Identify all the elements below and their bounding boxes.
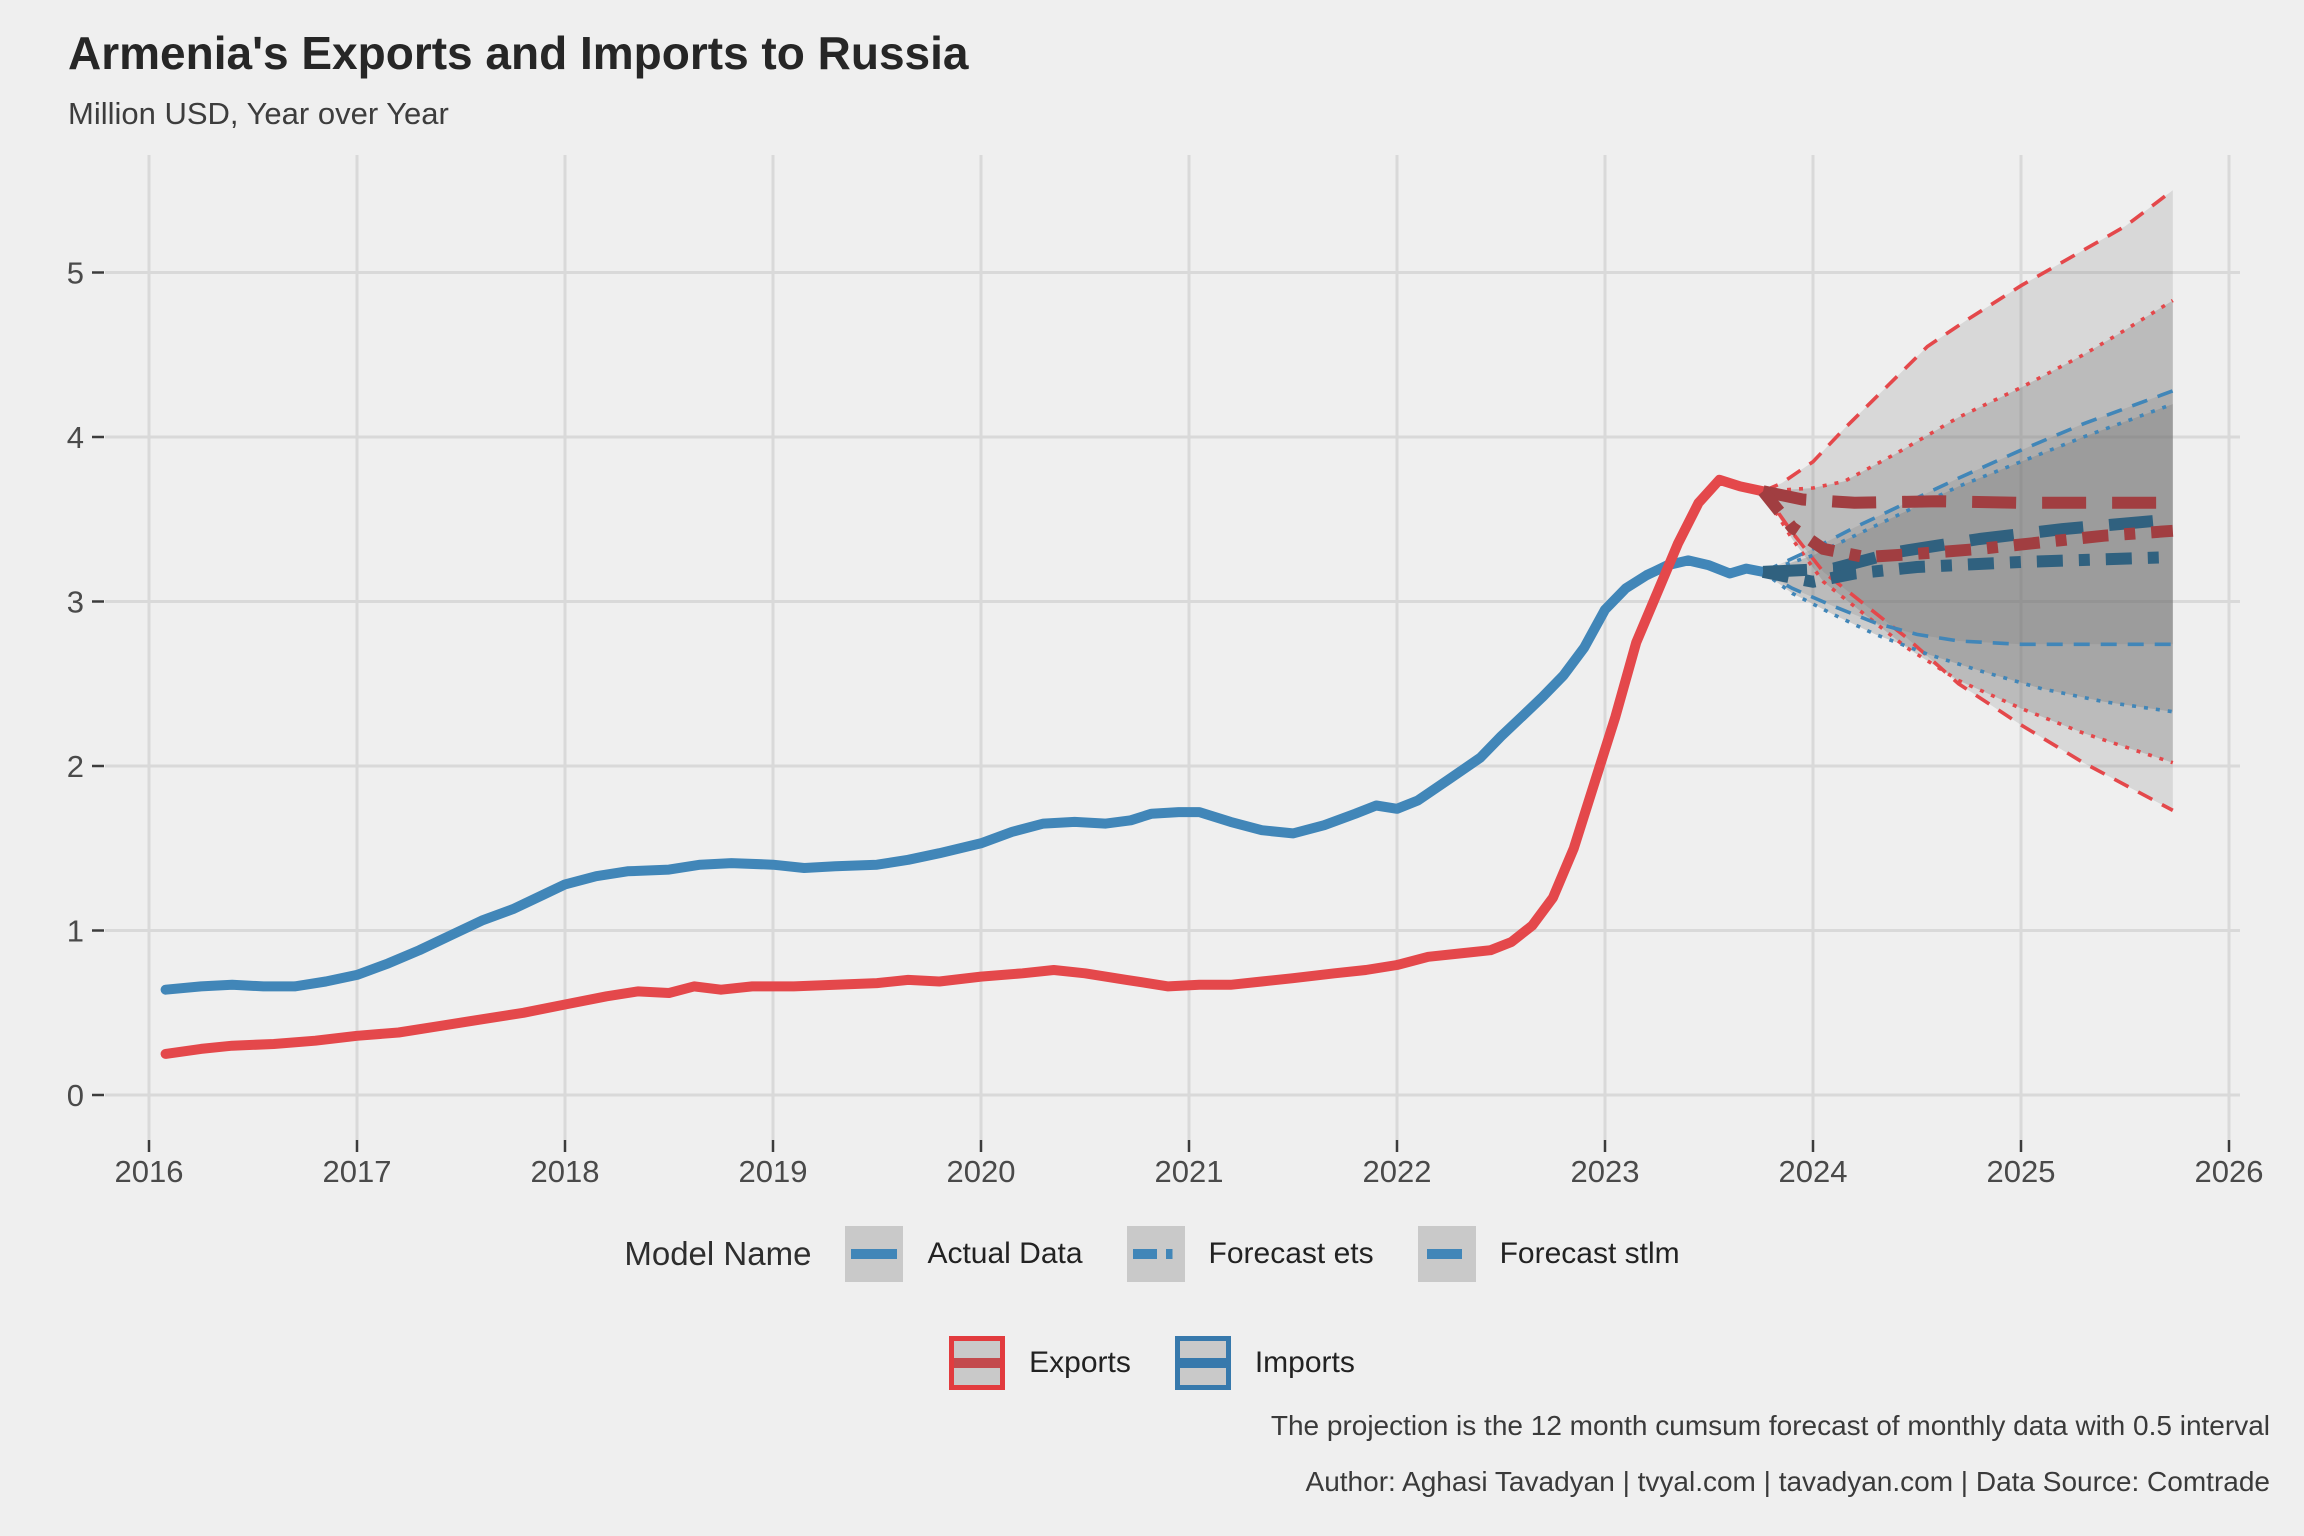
legend-item-label: Forecast ets xyxy=(1208,1237,1374,1270)
forecast-center-imports-ets xyxy=(1761,551,2173,588)
y-tick-label: 0 xyxy=(67,1078,84,1113)
fan-bound-imports-ets-lower xyxy=(1762,570,2173,647)
legend-models-title: Model Name xyxy=(624,1235,812,1272)
legend-item-exports: Exports xyxy=(949,1336,1131,1390)
x-tick-label: 2022 xyxy=(1363,1154,1432,1189)
chart-canvas: 0 1 2 3 4 5 2016 2017 2018 2019 2020 2021 2022 2023 20… xyxy=(67,155,2264,1189)
legend-flows: Exports Imports xyxy=(0,1330,2304,1396)
page-subtitle: Million USD, Year over Year xyxy=(68,96,449,131)
legend-item-label: Imports xyxy=(1254,1346,1355,1379)
x-tick-label: 2016 xyxy=(115,1154,184,1189)
legend-item-forecast-ets: Forecast ets xyxy=(1126,1226,1374,1282)
legend-key-imports-icon xyxy=(1174,1336,1231,1390)
y-tick-label: 5 xyxy=(67,256,84,291)
imports-actual-line xyxy=(160,555,1769,995)
legend-item-forecast-stlm: Forecast stlm xyxy=(1417,1226,1680,1282)
fan-imports-ets xyxy=(1763,390,2173,645)
x-tick-label: 2024 xyxy=(1779,1154,1848,1189)
y-tick-label: 1 xyxy=(67,914,84,949)
legend-key-actual-icon xyxy=(845,1226,904,1282)
x-tick-label: 2023 xyxy=(1571,1154,1640,1189)
caption-credits: Author: Aghasi Tavadyan | tvyal.com | ta… xyxy=(1305,1466,2270,1497)
forecast-center-exports-ets xyxy=(1758,487,2174,564)
legend-item-imports: Imports xyxy=(1174,1336,1355,1390)
legend-key-exports-icon xyxy=(949,1336,1006,1390)
fan-bound-exports-stlm-lower xyxy=(1761,490,2174,765)
x-tick-label: 2017 xyxy=(323,1154,392,1189)
x-tick-label: 2026 xyxy=(2195,1154,2264,1189)
fan-bound-exports-ets-lower xyxy=(1761,490,2174,812)
fan-bound-exports-stlm-upper xyxy=(1762,298,2174,494)
legend-key-stlm-icon xyxy=(1417,1226,1476,1282)
x-tick-label: 2021 xyxy=(1155,1154,1224,1189)
fan-exports-ets xyxy=(1763,190,2173,811)
x-tick-label: 2019 xyxy=(739,1154,808,1189)
x-tick-label: 2018 xyxy=(531,1154,600,1189)
legend-key-ets-icon xyxy=(1126,1226,1185,1282)
y-tick-label: 3 xyxy=(67,585,84,620)
exports-actual-line xyxy=(160,474,1769,1059)
fan-bound-exports-ets-upper xyxy=(1762,188,2174,493)
legend-models: Model Name Actual Data Forecast ets Fore… xyxy=(0,1222,2304,1286)
x-tick-label: 2020 xyxy=(947,1154,1016,1189)
x-tick-label: 2025 xyxy=(1987,1154,2056,1189)
legend-item-label: Exports xyxy=(1029,1346,1131,1379)
legend-item-label: Forecast stlm xyxy=(1499,1237,1680,1270)
y-tick-label: 2 xyxy=(67,749,84,784)
forecast-center-imports-stlm xyxy=(1762,513,2174,578)
legend-item-label: Actual Data xyxy=(927,1237,1083,1270)
y-tick-label: 4 xyxy=(67,420,84,455)
fan-bound-imports-stlm-lower xyxy=(1762,570,2174,714)
page-title: Armenia's Exports and Imports to Russia xyxy=(68,27,969,79)
forecast-center-exports-stlm xyxy=(1761,485,2173,509)
legend-item-actual-data: Actual Data xyxy=(845,1226,1083,1282)
fan-imports-stlm xyxy=(1763,404,2173,712)
caption-note: The projection is the 12 month cumsum fo… xyxy=(1270,1410,2270,1441)
fan-exports-stlm xyxy=(1763,300,2173,763)
